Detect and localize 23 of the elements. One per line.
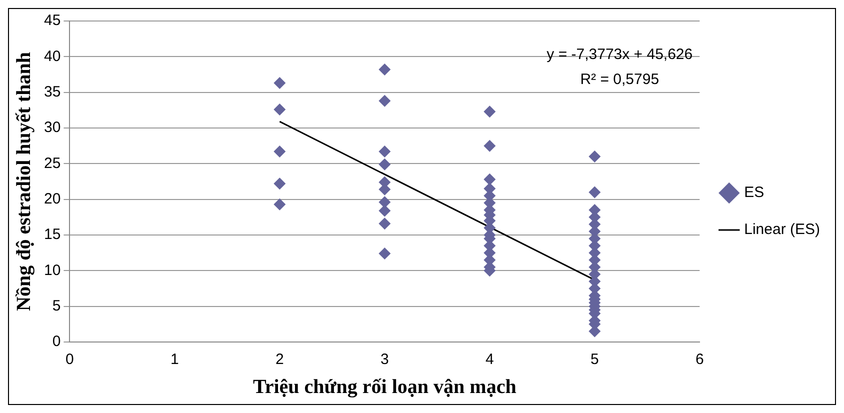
legend-label: Linear (ES)	[744, 221, 820, 238]
x-tick-label: 3	[380, 351, 389, 368]
y-tick-label: 20	[44, 190, 61, 208]
annotation: y = -7,3773x + 45,626	[546, 46, 693, 63]
annotation: R² = 0,5795	[580, 71, 660, 88]
y-tick-label: 45	[44, 12, 61, 30]
x-axis-title: Triệu chứng rối loạn vận mạch	[253, 376, 516, 398]
x-tick-label: 6	[695, 351, 704, 368]
y-axis-title: Nồng độ estradiol huyết thanh	[13, 52, 36, 311]
x-tick-label: 4	[485, 351, 494, 368]
y-tick-label: 0	[52, 333, 61, 350]
x-tick-label: 2	[275, 351, 284, 368]
x-tick-label: 0	[66, 351, 74, 368]
y-tick-label: 5	[52, 297, 61, 314]
y-tick-label: 25	[44, 154, 61, 172]
x-tick-label: 1	[170, 351, 179, 368]
y-tick-label: 35	[44, 83, 61, 100]
y-tick-label: 10	[44, 262, 61, 279]
legend-label: ES	[744, 184, 764, 202]
y-tick-label: 30	[44, 119, 61, 136]
x-tick-label: 5	[590, 351, 599, 368]
y-tick-label: 15	[44, 226, 61, 244]
y-tick-label: 40	[44, 48, 61, 65]
